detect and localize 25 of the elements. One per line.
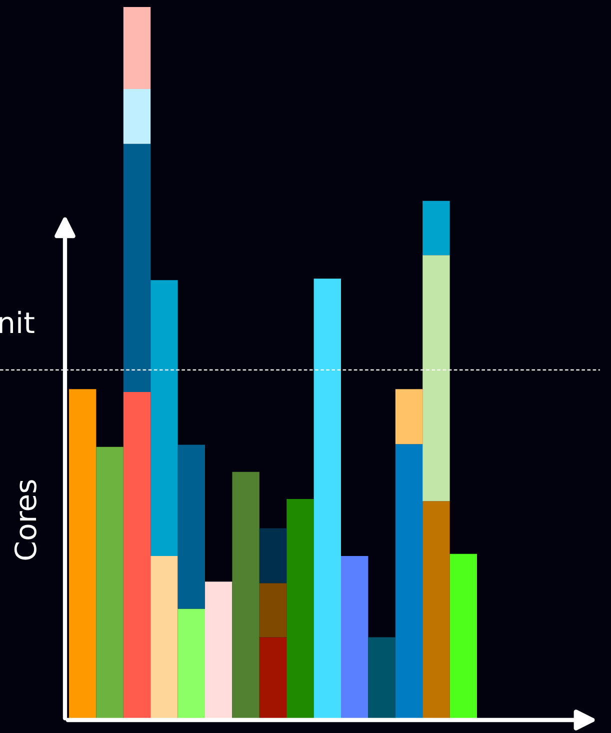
bar (123, 392, 151, 720)
bar (123, 144, 151, 392)
bar (395, 444, 423, 720)
y-axis-title: Cores (14, 480, 36, 560)
bar (368, 637, 396, 720)
bar (178, 444, 205, 609)
bar (341, 556, 368, 720)
bar (395, 389, 423, 444)
bar (178, 608, 205, 720)
ref-line-label: nit (0, 310, 34, 334)
bar (123, 88, 151, 144)
bar (259, 528, 287, 584)
bar (123, 7, 151, 89)
bar (232, 472, 260, 720)
bar (259, 583, 287, 638)
bar (422, 255, 450, 502)
bar (259, 637, 287, 720)
bar (150, 556, 178, 720)
bar (69, 389, 96, 720)
bar (96, 446, 124, 720)
bar (422, 501, 450, 720)
bar (286, 498, 314, 720)
bar (314, 278, 341, 720)
bar (450, 554, 477, 720)
bar (205, 582, 232, 720)
